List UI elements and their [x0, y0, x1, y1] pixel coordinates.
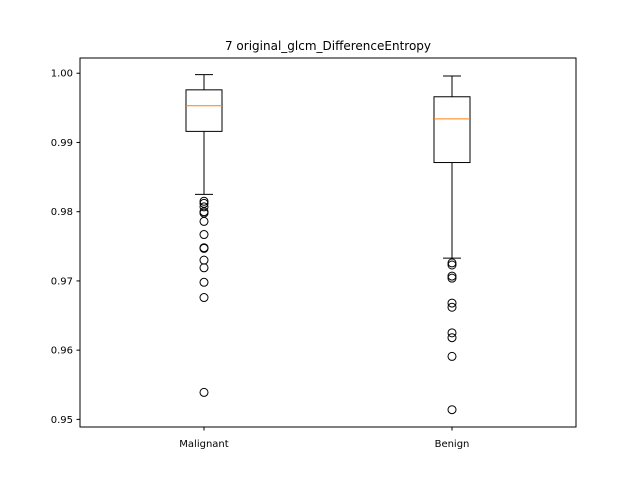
y-tick-label: 1.00 [51, 69, 73, 80]
flier-point [199, 202, 209, 212]
x-tick-label: Malignant [179, 439, 228, 450]
iqr-box [185, 89, 223, 132]
flier-point [199, 255, 209, 265]
y-tick-label: 0.98 [51, 207, 73, 218]
flier-point [447, 271, 457, 281]
flier-point [447, 298, 457, 308]
flier-point [199, 196, 209, 206]
y-tick-label: 0.97 [51, 276, 73, 287]
chart-marks: 0.95 0.96 0.97 0.98 0.99 1.00 Malignant Benign [51, 69, 471, 450]
y-tick-label: 0.96 [51, 346, 73, 357]
flier-point [447, 302, 457, 312]
flier-point [199, 277, 209, 287]
chart-title: 7 original_glcm_DifferenceEntropy [225, 39, 431, 53]
flier-point [447, 405, 457, 415]
flier-point [199, 387, 209, 397]
plot-area [79, 57, 577, 428]
flier-point [447, 273, 457, 283]
iqr-box [433, 96, 471, 164]
flier-point [199, 293, 209, 303]
flier-point [199, 243, 209, 253]
y-tick-label: 0.95 [51, 415, 73, 426]
flier-point [447, 351, 457, 361]
y-tick-label: 0.99 [51, 138, 73, 149]
flier-point [447, 328, 457, 338]
flier-point [447, 258, 457, 268]
flier-point [447, 260, 457, 270]
flier-point [199, 216, 209, 226]
flier-point [199, 230, 209, 240]
flier-point [199, 263, 209, 273]
x-tick-label: Benign [435, 439, 470, 450]
flier-point [447, 333, 457, 343]
